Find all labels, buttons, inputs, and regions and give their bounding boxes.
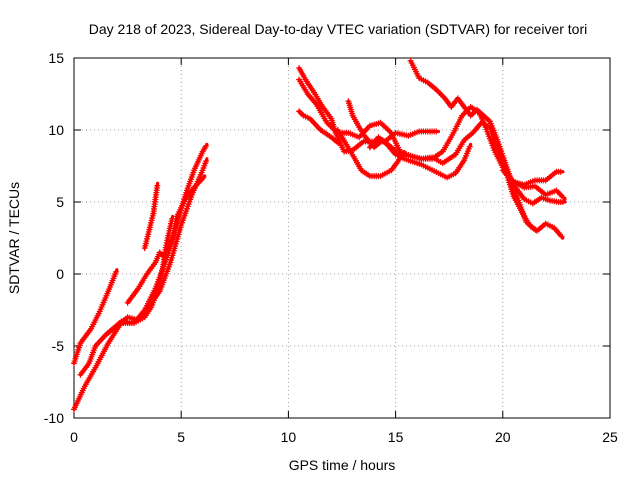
x-tick-label: 5 [177, 429, 185, 445]
data-point-marker [557, 168, 564, 175]
plot-frame [73, 57, 611, 419]
y-axis-label: SDTVAR / TECUs [6, 182, 22, 294]
data-point-marker [202, 143, 209, 150]
data-point-marker [169, 215, 176, 222]
y-tick-label: -5 [52, 338, 65, 354]
data-point-marker [558, 233, 565, 240]
axis-ticks: 0 5 10 15 20 25 -10 -5 0 5 10 15 [44, 50, 618, 445]
data-point-marker [559, 199, 566, 205]
x-tick-label: 25 [602, 429, 618, 445]
series-track-2 [71, 142, 209, 413]
x-tick-label: 15 [388, 429, 404, 445]
series-track-5 [103, 214, 176, 338]
data-series [71, 57, 567, 413]
x-tick-label: 10 [281, 429, 297, 445]
data-point-marker [113, 268, 120, 275]
series-track-9 [296, 108, 342, 146]
data-point-marker [200, 174, 207, 181]
data-point-marker [154, 182, 161, 189]
x-tick-label: 0 [70, 429, 78, 445]
x-axis-label: GPS time / hours [289, 457, 396, 473]
chart-title: Day 218 of 2023, Sidereal Day-to-day VTE… [89, 21, 588, 37]
y-tick-label: 0 [56, 266, 64, 282]
data-point-marker [203, 158, 210, 165]
y-tick-label: 5 [56, 194, 64, 210]
series-track-6 [141, 181, 161, 252]
data-point-marker [335, 139, 342, 146]
y-tick-label: 10 [48, 122, 64, 138]
grid-lines [74, 58, 610, 418]
series-track-11 [345, 98, 567, 207]
y-tick-label: -10 [44, 410, 64, 426]
series-track-7 [296, 65, 441, 155]
data-point-marker [466, 143, 473, 150]
y-tick-label: 15 [48, 50, 64, 66]
series-track-15 [499, 167, 565, 188]
data-point-marker [433, 128, 440, 135]
series-track-1 [71, 268, 120, 367]
series-track-10 [334, 127, 406, 180]
series-track-13 [366, 134, 473, 181]
x-tick-label: 20 [495, 429, 511, 445]
